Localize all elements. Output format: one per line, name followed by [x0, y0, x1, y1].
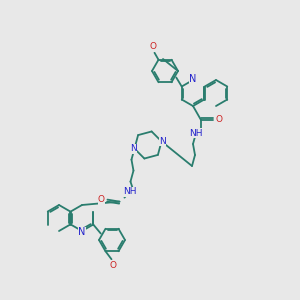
- Text: NH: NH: [189, 128, 203, 137]
- Text: O: O: [215, 116, 223, 124]
- Text: O: O: [150, 42, 157, 51]
- Text: O: O: [110, 261, 117, 270]
- Text: N: N: [189, 74, 197, 84]
- Text: N: N: [159, 137, 166, 146]
- Text: N: N: [130, 144, 137, 153]
- Text: O: O: [98, 195, 105, 204]
- Text: N: N: [78, 227, 86, 237]
- Text: NH: NH: [123, 187, 136, 196]
